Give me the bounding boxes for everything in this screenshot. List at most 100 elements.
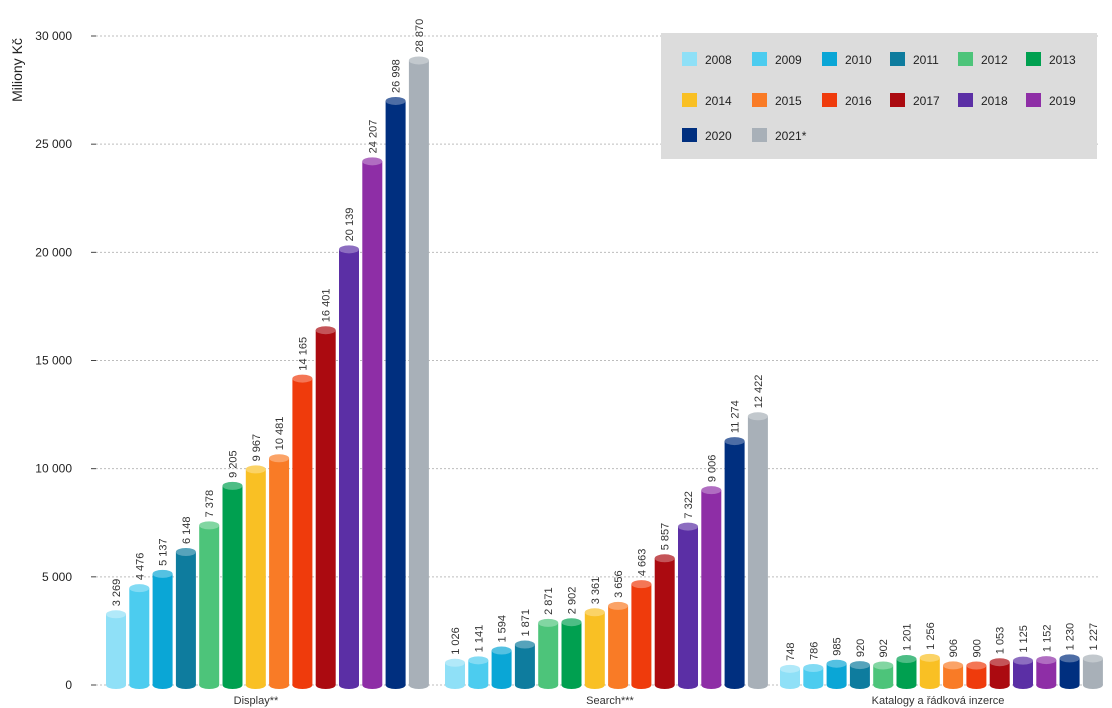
bar-2012-0: 7 378 [199,490,220,689]
bar-2008-1: 1 026 [445,627,465,689]
bar-body [919,657,940,685]
data-label: 1 026 [450,627,462,655]
data-label: 3 361 [590,577,602,605]
bar-body [724,441,745,685]
data-label: 902 [878,639,890,657]
bar-base [826,681,847,689]
bar-2013-2: 1 201 [896,623,917,689]
y-tick-label: 10 000 [35,462,72,476]
bar-cap [152,569,173,578]
bar-2014-0: 9 967 [245,434,266,689]
bar-body [873,665,894,685]
bar-body [408,60,429,685]
bar-body [106,614,126,685]
bar-body [1013,660,1033,685]
data-label: 5 137 [158,538,170,566]
bar-body [780,668,800,685]
bar-body [362,161,383,685]
bar-cap [896,655,917,664]
bar-body [292,378,313,685]
legend-item: 2021* [752,128,807,143]
legend-item: 2009 [752,52,802,67]
bar-cap [385,96,406,105]
bar-cap [561,618,582,627]
data-label: 26 998 [391,59,403,93]
bar-base [803,681,824,689]
bar-base [292,681,313,689]
legend-label: 2010 [845,53,872,67]
category-labels: Display** Search*** Katalogy a řádková inz… [234,695,1005,707]
bar-2018-0: 20 139 [339,208,359,689]
bar-2017-1: 5 857 [654,523,675,689]
bar-cap [873,661,894,670]
bar-cap [222,481,243,490]
data-label: 1 594 [497,615,509,643]
bar-2019-0: 24 207 [362,120,383,689]
bar-body [747,416,768,685]
bar-base [175,681,196,689]
bar-cap [339,245,359,254]
bar-cap [747,412,768,421]
legend-item: 2018 [958,93,1008,108]
legend-item: 2014 [682,93,732,108]
data-label: 9 205 [228,450,240,478]
bar-2018-1: 7 322 [678,491,698,689]
legend-item: 2015 [752,93,802,108]
bar-body [491,650,512,685]
legend-item: 2017 [890,93,940,108]
y-tick-label: 25 000 [35,137,72,151]
bar-cap [943,661,964,670]
data-label: 4 663 [636,549,648,577]
bar-cap [826,659,847,668]
bar-body [245,469,266,685]
bar-cap [654,554,675,563]
legend-swatch [890,93,905,107]
bar-2019-1: 9 006 [701,455,722,689]
bar-body [654,558,675,685]
bar-2020-0: 26 998 [385,59,406,689]
bar-body [561,622,582,685]
bar-cap [989,658,1010,667]
bar-2013-1: 2 902 [561,587,582,689]
bar-base [199,681,220,689]
bar-2010-2: 985 [826,637,847,689]
bar-body [199,525,220,685]
legend-swatch [958,52,973,66]
bar-body [966,665,987,685]
bar-cap [1036,656,1057,665]
bar-body [339,249,359,685]
data-label: 1 201 [902,623,914,651]
legend-swatch [682,52,697,66]
bar-body [468,660,489,685]
bar-base [362,681,383,689]
legend-label: 2015 [775,94,802,108]
bar-base [538,681,559,689]
bar-base [1036,681,1057,689]
bar-body [1059,658,1080,685]
bar-2009-2: 786 [803,642,824,689]
data-label: 12 422 [753,375,765,409]
bar-cap [408,56,429,65]
data-label: 9 967 [251,434,263,462]
bar-2019-2: 1 152 [1036,625,1057,689]
legend-swatch [1026,52,1041,66]
bar-base [919,681,940,689]
bar-base [873,681,894,689]
bar-2014-1: 3 361 [584,577,605,689]
bar-2016-1: 4 663 [631,549,652,689]
data-label: 20 139 [344,208,356,242]
bar-base [780,681,800,689]
data-label: 28 870 [414,19,426,53]
bar-cap [445,658,465,667]
bar-cap [584,608,605,617]
bar-body [989,662,1010,685]
bar-cap [1082,654,1103,663]
bar-cap [608,601,629,610]
data-label: 900 [971,639,983,657]
bar-base [152,681,173,689]
bar-base [491,681,512,689]
bars: 3 269 1 026 748 4 476 1 141 786 5 137 1 594 985 6… [106,19,1103,689]
bar-body [514,644,535,685]
bar-cap [701,486,722,495]
